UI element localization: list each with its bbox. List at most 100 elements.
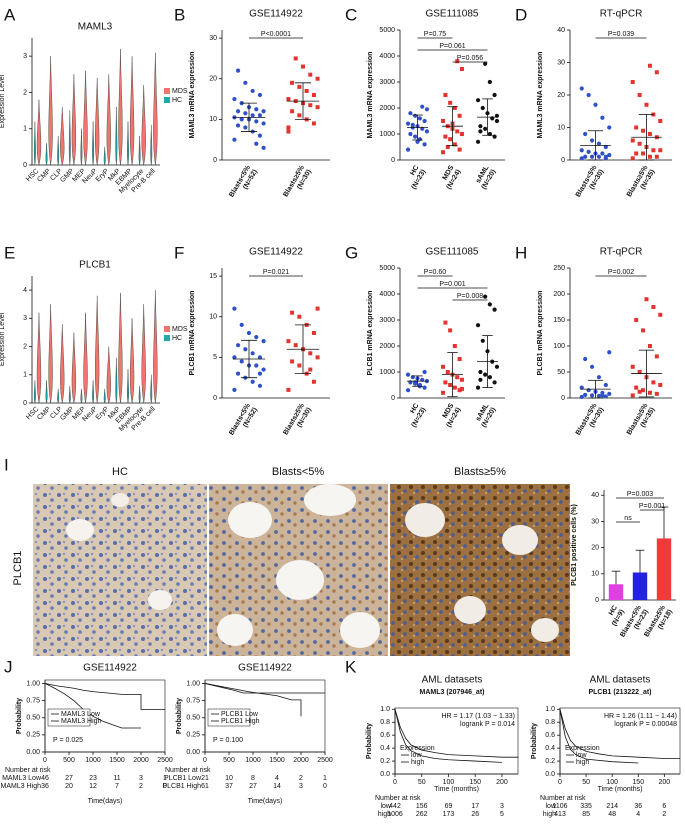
chart-title: GSE111085 [425,247,478,258]
violin [106,74,111,166]
y-tick-label: 0 [391,157,395,164]
data-point [232,355,237,360]
micrograph [390,484,570,656]
survival-curve [204,683,302,717]
x-tick-label: MDS(N=24) [439,164,463,190]
fat-cell [111,493,129,507]
p-value: P=0.001 [439,281,465,288]
y-tick-label: 0.2 [545,758,555,765]
p-value: P=0.056 [457,55,483,62]
x-axis-label: Time (months) [434,786,479,793]
data-point [448,137,453,142]
y-tick-label: 20 [557,92,565,99]
violin [68,110,71,166]
data-point [257,371,263,376]
y-tick-label: 30 [591,518,599,525]
data-point [441,390,446,395]
panel-letter: A [4,5,16,24]
y-tick-label: 0.25 [186,732,200,739]
data-point [452,142,457,147]
y-tick-label: 1.0 [545,706,555,713]
data-point [475,385,481,390]
data-point [452,106,457,110]
violin [92,121,95,166]
data-point [250,379,255,384]
risk-count: 48 [608,811,616,818]
y-tick-label: 0.6 [380,732,390,739]
risk-count: 6 [662,803,666,810]
y-tick-label: 50 [557,369,565,376]
x-tick-label: 2500 [317,757,333,764]
data-point [257,355,263,360]
data-point [261,109,266,114]
risk-row-label: MAML3 High [1,783,42,790]
panel-letter: I [4,455,9,474]
x-tick-label: 1500 [109,757,125,764]
data-point [448,328,453,333]
data-point [651,148,656,153]
risk-count: 442 [389,803,401,810]
plot-frame [44,679,166,753]
data-point [290,359,295,364]
risk-count: 85 [582,811,590,818]
x-tick-label: Blasts≥5%(N=35) [626,164,657,202]
data-point [308,367,313,372]
data-point [445,145,450,149]
fat-cell [454,596,486,624]
risk-count: 69 [445,803,453,810]
data-point [459,67,464,71]
y-tick-label: 3 [23,53,27,60]
y-tick-label: 0.2 [380,758,390,765]
bar [632,572,648,600]
data-point [441,119,446,123]
y-axis-label: PLCB1 mRNA expression [189,291,196,376]
data-point [424,129,430,134]
y-tick-label: 0.25 [26,732,40,739]
chart-title: GSE111085 [425,9,478,20]
chart-subtitle: MAML3 (207946_at) [420,689,485,696]
bar [656,538,672,600]
data-point [459,386,464,391]
y-tick-label: 1.0 [380,706,390,713]
data-point [637,389,642,394]
y-tick-label: 100 [553,343,565,350]
data-point [250,113,255,118]
x-tick-label: 1000 [245,757,261,764]
data-point [492,307,497,312]
x-tick-label: 500 [223,757,235,764]
data-point [457,147,462,152]
x-tick-label: Blasts≥5%(N=35) [626,402,657,440]
survival-curve [204,683,325,694]
data-point [422,369,427,375]
fat-cell [66,519,94,541]
y-tick-label: 1 [23,372,27,379]
data-point [408,111,413,116]
data-point [290,310,295,315]
legend-swatch [164,335,170,341]
panel-letter: D [515,5,527,24]
fat-cell [531,618,559,642]
data-point [422,385,427,390]
chart-title: PLCB1 [79,260,111,271]
data-point [424,107,430,112]
violin [60,106,65,166]
data-point [243,347,248,352]
y-axis-label: Expression Level [0,312,6,366]
data-point [654,70,659,75]
y-tick-label: 20 [591,544,599,551]
violin [127,121,129,166]
data-point [478,129,483,134]
data-point [492,380,497,385]
risk-count: 3 [500,803,504,810]
fat-cell [304,484,356,516]
data-point [286,125,291,130]
violin [68,386,71,404]
risk-count: 1 [323,775,327,782]
panel-letter: G [345,243,358,262]
data-point [583,392,588,397]
panel-letter: H [515,243,527,262]
data-point [311,331,316,335]
risk-count: 27 [65,775,73,782]
x-tick-label: 2000 [133,757,149,764]
